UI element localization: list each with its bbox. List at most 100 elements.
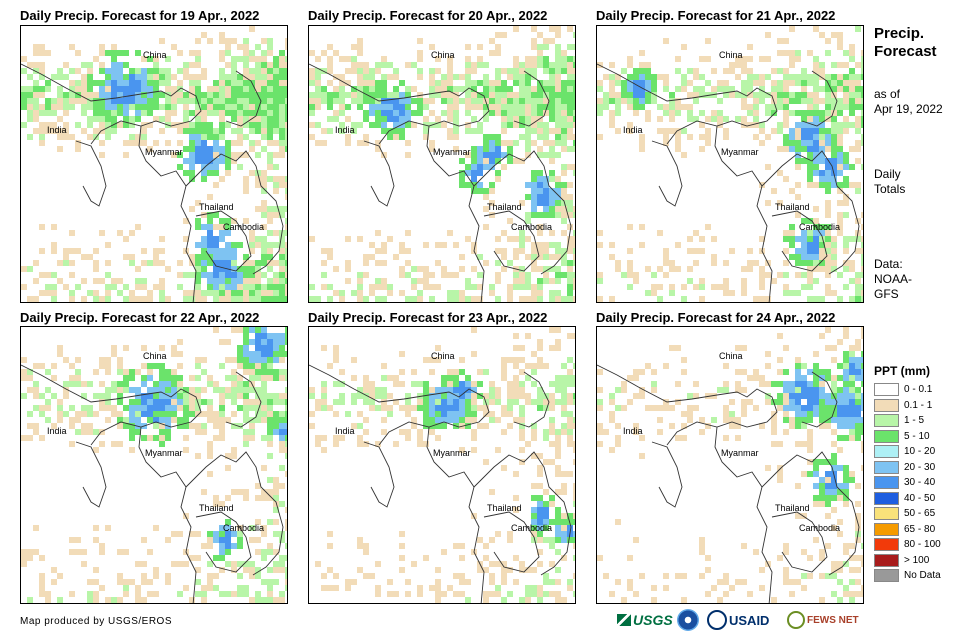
precip-raster [309, 26, 575, 302]
data-line1: Data: [874, 257, 903, 271]
panel-title-6: Daily Precip. Forecast for 24 Apr., 2022 [596, 310, 836, 325]
forecast-map-2: China India Myanmar Thailand Cambodia [308, 25, 576, 303]
data-source-text: Data: NOAA- GFS [874, 257, 912, 302]
map-label-thailand: Thailand [199, 503, 234, 513]
side-title-line2: Forecast [874, 43, 937, 60]
usaid-logo: USAID [707, 607, 769, 633]
map-label-india: India [335, 426, 355, 436]
map-label-thailand: Thailand [775, 503, 810, 513]
data-line2: NOAA- [874, 272, 913, 286]
legend-label: 40 - 50 [904, 492, 936, 504]
legend-label: 50 - 65 [904, 508, 936, 519]
precip-raster [597, 26, 863, 302]
legend-item: 40 - 50 [874, 491, 964, 507]
legend-swatch [874, 414, 899, 427]
map-label-myanmar: Myanmar [145, 448, 183, 458]
fewsnet-globe-icon [787, 611, 805, 629]
legend-label: 80 - 100 [904, 539, 941, 550]
panel-title-5: Daily Precip. Forecast for 23 Apr., 2022 [308, 310, 548, 325]
usgs-wave-icon [617, 614, 631, 626]
legend-swatch [874, 491, 899, 505]
map-label-india: India [623, 426, 643, 436]
side-title-line1: Precip. [874, 25, 925, 42]
legend-swatch [874, 445, 899, 458]
map-label-cambodia: Cambodia [799, 222, 841, 232]
panel-title-3: Daily Precip. Forecast for 21 Apr., 2022 [596, 8, 836, 23]
forecast-map-4: China India Myanmar Thailand Cambodia [20, 326, 288, 604]
as-of-text: as of Apr 19, 2022 [874, 87, 943, 117]
legend-swatch [874, 522, 899, 536]
legend-item: 10 - 20 [874, 445, 964, 460]
legend-title: PPT (mm) [874, 364, 931, 378]
forecast-map-1: China India Myanmar Thailand Cambodia [20, 25, 288, 303]
legend-item: 1 - 5 [874, 414, 964, 429]
legend-swatch [874, 383, 899, 396]
legend-swatch [874, 460, 899, 474]
legend-swatch [874, 429, 899, 443]
legend-swatch [874, 569, 899, 582]
map-label-thailand: Thailand [487, 503, 522, 513]
daily-totals-text: Daily Totals [874, 167, 905, 197]
map-label-thailand: Thailand [199, 202, 234, 212]
usgs-logo-text: USGS [633, 612, 673, 628]
daily-line2: Totals [874, 182, 906, 196]
data-line3: GFS [874, 287, 899, 301]
legend-swatch [874, 507, 899, 520]
map-label-china: China [431, 50, 455, 60]
legend-item: 80 - 100 [874, 538, 964, 553]
side-title: Precip. Forecast [874, 25, 937, 61]
noaa-logo [677, 607, 699, 633]
legend-item: 0 - 0.1 [874, 383, 964, 398]
forecast-map-6: China India Myanmar Thailand Cambodia [596, 326, 864, 604]
legend-label: 0.1 - 1 [904, 399, 933, 411]
legend-swatch [874, 538, 899, 551]
map-label-cambodia: Cambodia [799, 523, 841, 533]
credit-text: Map produced by USGS/EROS [20, 616, 173, 627]
map-label-myanmar: Myanmar [433, 147, 471, 157]
as-of-line1: as of [874, 87, 901, 101]
legend-swatch [874, 398, 899, 412]
map-label-china: China [719, 50, 743, 60]
legend-label: 1 - 5 [904, 415, 925, 426]
legend-item: 65 - 80 [874, 522, 964, 538]
legend-item: 20 - 30 [874, 460, 964, 476]
map-label-india: India [623, 125, 643, 135]
map-label-india: India [335, 125, 355, 135]
legend-item: 0.1 - 1 [874, 398, 964, 414]
map-label-cambodia: Cambodia [511, 523, 553, 533]
legend-label: No Data [904, 570, 941, 581]
legend-swatch [874, 476, 899, 489]
legend-label: > 100 [904, 554, 930, 566]
precip-raster [21, 26, 287, 302]
fewsnet-logo-text: FEWS NET [807, 614, 859, 626]
map-label-myanmar: Myanmar [721, 448, 759, 458]
map-label-myanmar: Myanmar [433, 448, 471, 458]
map-label-china: China [143, 351, 167, 361]
map-label-myanmar: Myanmar [721, 147, 759, 157]
legend-label: 0 - 0.1 [904, 384, 933, 395]
legend-item: 5 - 10 [874, 429, 964, 445]
legend-label: 5 - 10 [904, 430, 930, 442]
map-label-china: China [431, 351, 455, 361]
map-label-china: China [143, 50, 167, 60]
map-label-thailand: Thailand [775, 202, 810, 212]
legend-swatch [874, 553, 899, 567]
map-label-myanmar: Myanmar [145, 147, 183, 157]
legend-item: 30 - 40 [874, 476, 964, 491]
precip-raster [597, 327, 863, 603]
forecast-map-5: China India Myanmar Thailand Cambodia [308, 326, 576, 604]
precip-raster [309, 327, 575, 603]
map-label-cambodia: Cambodia [511, 222, 553, 232]
legend-item: 50 - 65 [874, 507, 964, 522]
forecast-map-3: China India Myanmar Thailand Cambodia [596, 25, 864, 303]
usaid-seal-icon [707, 610, 727, 630]
panel-title-4: Daily Precip. Forecast for 22 Apr., 2022 [20, 310, 260, 325]
legend-item: No Data [874, 569, 964, 584]
noaa-seal-icon [677, 609, 699, 631]
legend-label: 65 - 80 [904, 523, 936, 535]
legend-item: > 100 [874, 553, 964, 569]
legend-label: 10 - 20 [904, 446, 936, 457]
as-of-date: Apr 19, 2022 [874, 102, 943, 116]
usaid-logo-text: USAID [729, 612, 770, 628]
legend-label: 20 - 30 [904, 461, 936, 473]
